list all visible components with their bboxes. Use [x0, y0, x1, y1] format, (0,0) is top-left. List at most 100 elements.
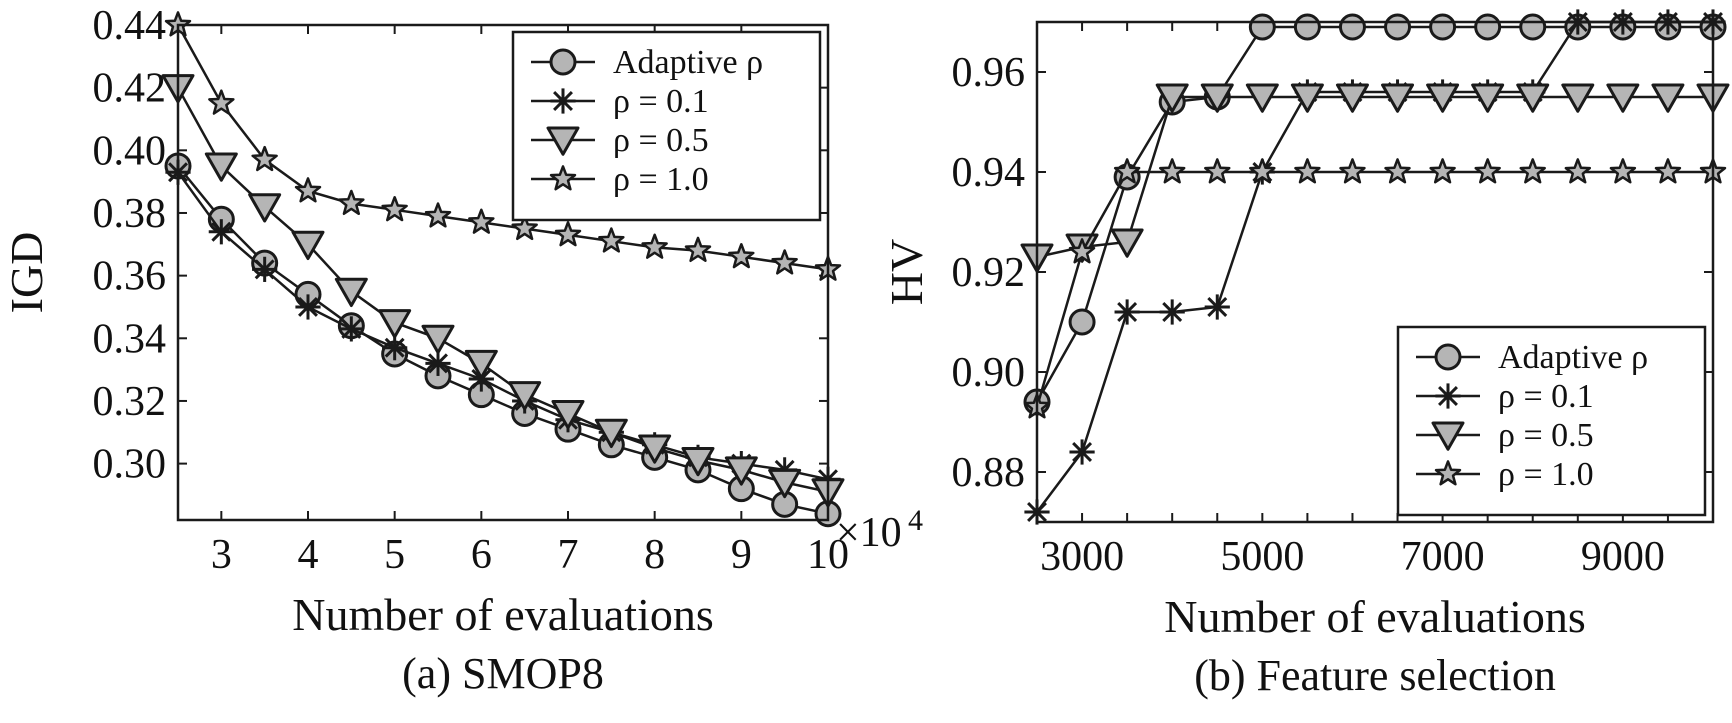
x-tick-label: 8 [644, 532, 665, 578]
x-tick-label: 7 [558, 532, 579, 578]
legend-marker [1434, 343, 1462, 371]
x-tick-label: 6 [471, 532, 492, 578]
data-point [1561, 83, 1595, 113]
data-point [1471, 83, 1505, 113]
data-point [1426, 83, 1460, 113]
data-point [424, 202, 452, 228]
data-point [1158, 158, 1186, 184]
series-3 [164, 11, 842, 281]
legend-item: ρ = 1.0 [531, 161, 709, 198]
data-point [1519, 158, 1546, 184]
data-point [1294, 158, 1321, 184]
data-point [204, 152, 238, 182]
data-point [1384, 158, 1411, 184]
figure-caption: (b) Feature selection [1194, 651, 1556, 700]
data-point [1564, 158, 1592, 184]
y-axis-label: HV [881, 239, 932, 305]
legend-label: Adaptive ρ [613, 44, 763, 81]
y-tick-label: 0.32 [93, 379, 167, 425]
legend-item: ρ = 0.5 [531, 122, 709, 159]
series-line [1035, 25, 1713, 403]
y-tick-label: 0.96 [952, 50, 1026, 96]
data-point [511, 214, 538, 241]
figure-caption: (a) SMOP8 [402, 649, 604, 698]
y-tick-label: 0.36 [93, 254, 167, 300]
legend-marker [546, 126, 580, 156]
data-point [1429, 158, 1456, 184]
y-tick-label: 0.42 [93, 66, 167, 112]
data-point [1245, 83, 1279, 113]
data-point [378, 309, 412, 339]
data-point [1068, 308, 1096, 336]
x-axis-label: Number of evaluations [292, 589, 714, 640]
data-point [208, 89, 235, 115]
axes-frame [176, 23, 830, 522]
y-tick-label: 0.38 [93, 191, 167, 237]
data-point [1339, 158, 1366, 184]
data-point [1159, 299, 1185, 325]
series-line [1035, 170, 1713, 408]
x-tick-label: 5 [384, 532, 405, 578]
data-point [1606, 83, 1640, 113]
data-point [728, 242, 755, 269]
series-line [1036, 95, 1713, 259]
data-point [1654, 158, 1682, 184]
data-point [251, 145, 278, 172]
x-axis-label: Number of evaluations [1164, 591, 1586, 642]
data-point [1249, 158, 1276, 184]
data-point [294, 177, 322, 203]
data-point [338, 316, 364, 342]
data-point [1248, 13, 1276, 41]
y-tick-label: 0.90 [952, 350, 1026, 396]
series-line [176, 171, 829, 481]
data-point [208, 219, 234, 245]
legend-marker [1435, 383, 1461, 409]
data-point [594, 418, 628, 449]
data-point [1113, 158, 1141, 184]
data-point [1204, 294, 1230, 320]
data-point [724, 456, 758, 486]
x-multiplier-exponent: 4 [908, 504, 923, 537]
data-point [1384, 13, 1412, 41]
data-point [1519, 13, 1547, 41]
data-point [1069, 439, 1095, 465]
y-tick-label: 0.92 [952, 250, 1026, 296]
data-point [684, 236, 712, 263]
data-point [295, 294, 321, 320]
data-point [1338, 13, 1366, 41]
data-point [768, 468, 802, 499]
legend-marker [550, 88, 576, 114]
y-tick-label: 0.94 [952, 150, 1026, 196]
x-tick-label: 9 [731, 532, 752, 578]
legend-label: ρ = 0.5 [1498, 417, 1594, 454]
legend-item: ρ = 0.5 [1416, 417, 1594, 454]
legend-item: ρ = 0.1 [1416, 378, 1594, 415]
data-point [1204, 158, 1231, 184]
legend-label: ρ = 0.1 [613, 83, 709, 120]
legend-label: ρ = 1.0 [1498, 456, 1594, 493]
data-point [421, 324, 455, 355]
data-point [1114, 299, 1140, 325]
data-point [1609, 158, 1637, 184]
legend-item: Adaptive ρ [531, 44, 763, 81]
data-point [1200, 83, 1234, 113]
data-point [382, 335, 408, 361]
chart-smop8: 3 4 5 6 7 8 9 10 0.30 0.32 0.34 0.36 0.38 0.40 0.42 0.4… [1, 3, 923, 698]
x-tick-label: 5000 [1220, 534, 1304, 580]
data-point [425, 350, 451, 376]
legend-label: Adaptive ρ [1498, 339, 1648, 376]
data-point [338, 189, 365, 216]
x-tick-label: 10 [807, 532, 849, 578]
series-2 [161, 74, 845, 508]
series-line [177, 165, 829, 515]
data-point [681, 446, 715, 477]
chart-feature-selection: 3000 5000 7000 9000 0.88 0.90 0.92 0.94 0.96 Adap… [881, 9, 1730, 700]
x-tick-label: 3 [211, 532, 232, 578]
y-tick-label: 0.44 [93, 3, 167, 49]
series-line [176, 24, 829, 271]
x-tick-label: 4 [298, 532, 319, 578]
legend: Adaptive ρρ = 0.1ρ = 0.5ρ = 1.0 [511, 30, 822, 222]
data-point [1293, 13, 1321, 41]
data-point [641, 233, 668, 259]
data-point [381, 195, 408, 222]
